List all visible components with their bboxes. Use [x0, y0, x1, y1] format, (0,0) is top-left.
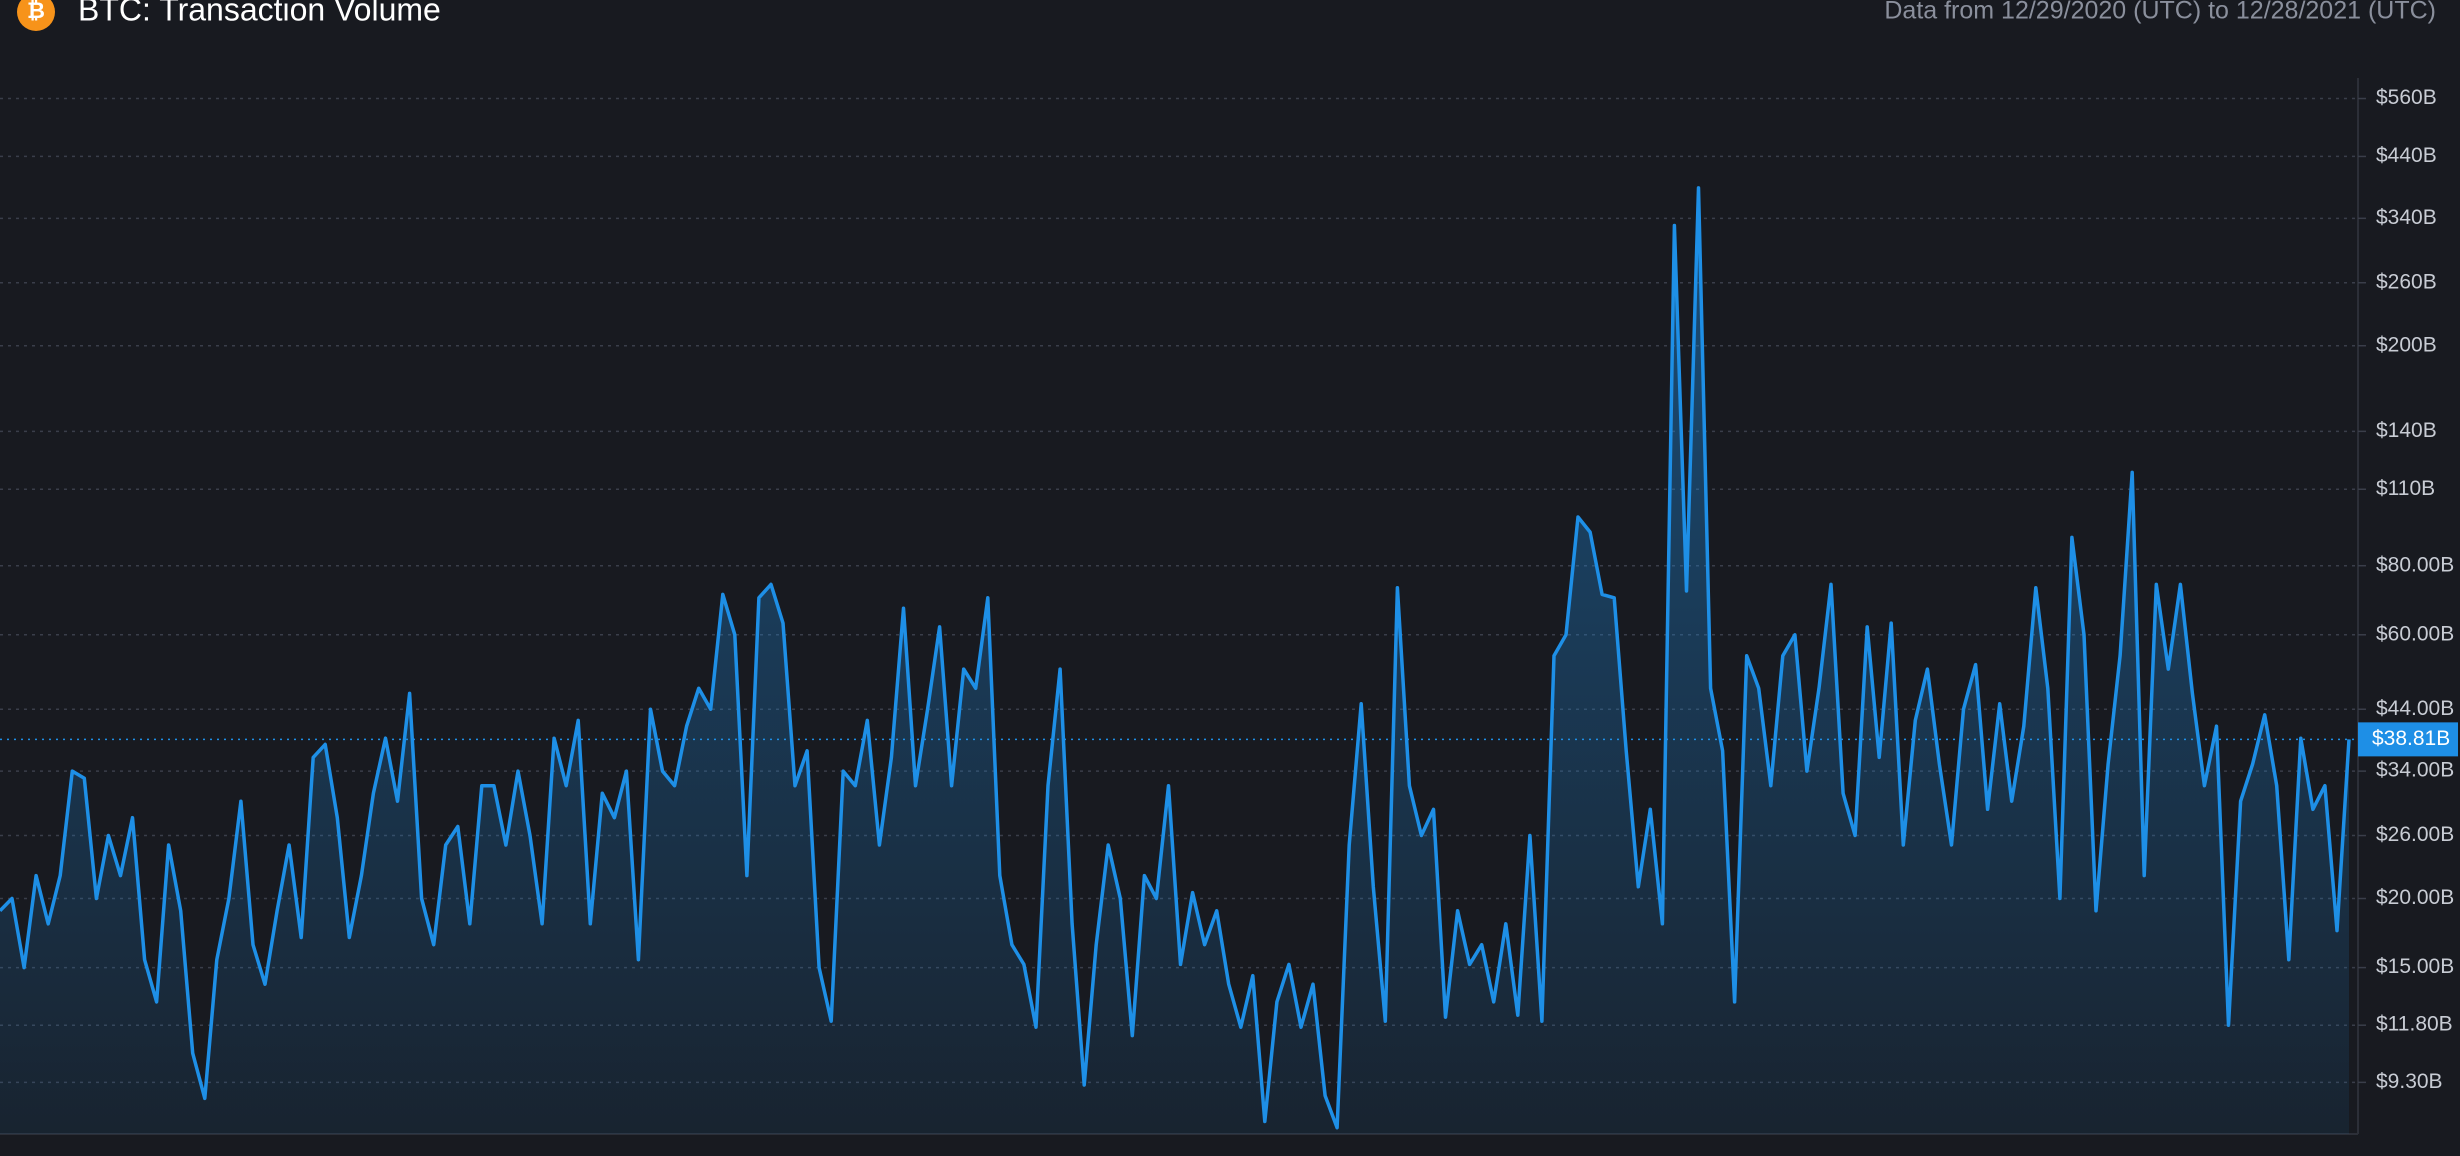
- chart-title: BTC: Transaction Volume: [78, 0, 441, 27]
- last-value-label: $38.81B: [2372, 727, 2450, 750]
- y-tick-label: $44.00B: [2376, 697, 2454, 720]
- y-tick-label: $440B: [2376, 144, 2437, 167]
- y-tick-label: $20.00B: [2376, 886, 2454, 909]
- y-tick-label: $26.00B: [2376, 823, 2454, 846]
- y-tick-label: $11.80B: [2376, 1013, 2453, 1036]
- y-tick-label: $200B: [2376, 333, 2437, 356]
- y-tick-label: $60.00B: [2376, 622, 2454, 645]
- y-tick-label: $9.30B: [2376, 1070, 2443, 1093]
- y-tick-label: $140B: [2376, 419, 2437, 442]
- line: [0, 186, 2351, 1130]
- y-tick-label: $80.00B: [2376, 553, 2454, 576]
- btc-icon: [17, 0, 55, 31]
- y-tick-label: $560B: [2376, 86, 2437, 109]
- last-value-tag: [2358, 722, 2458, 757]
- y-tick-label: $110B: [2376, 477, 2435, 500]
- btc-icon-glyph: ₿: [27, 0, 45, 23]
- y-tick-label: $260B: [2376, 270, 2437, 293]
- chart-subtitle: Data from 12/29/2020 (UTC) to 12/28/2021…: [1884, 0, 2436, 25]
- y-tick-label: $340B: [2376, 206, 2437, 229]
- y-tick-label: $15.00B: [2376, 955, 2454, 978]
- y-tick-label: $34.00B: [2376, 759, 2454, 782]
